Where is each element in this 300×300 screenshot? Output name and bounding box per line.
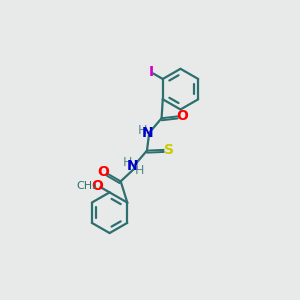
Text: S: S <box>164 143 174 157</box>
Text: I: I <box>148 65 154 80</box>
Text: H: H <box>135 164 144 177</box>
Text: H: H <box>123 156 132 169</box>
Text: H: H <box>138 124 147 137</box>
Text: N: N <box>142 127 153 140</box>
Text: N: N <box>127 159 139 173</box>
Text: O: O <box>92 179 104 193</box>
Text: O: O <box>177 109 188 123</box>
Text: O: O <box>97 165 109 178</box>
Text: CH₃: CH₃ <box>76 181 97 191</box>
